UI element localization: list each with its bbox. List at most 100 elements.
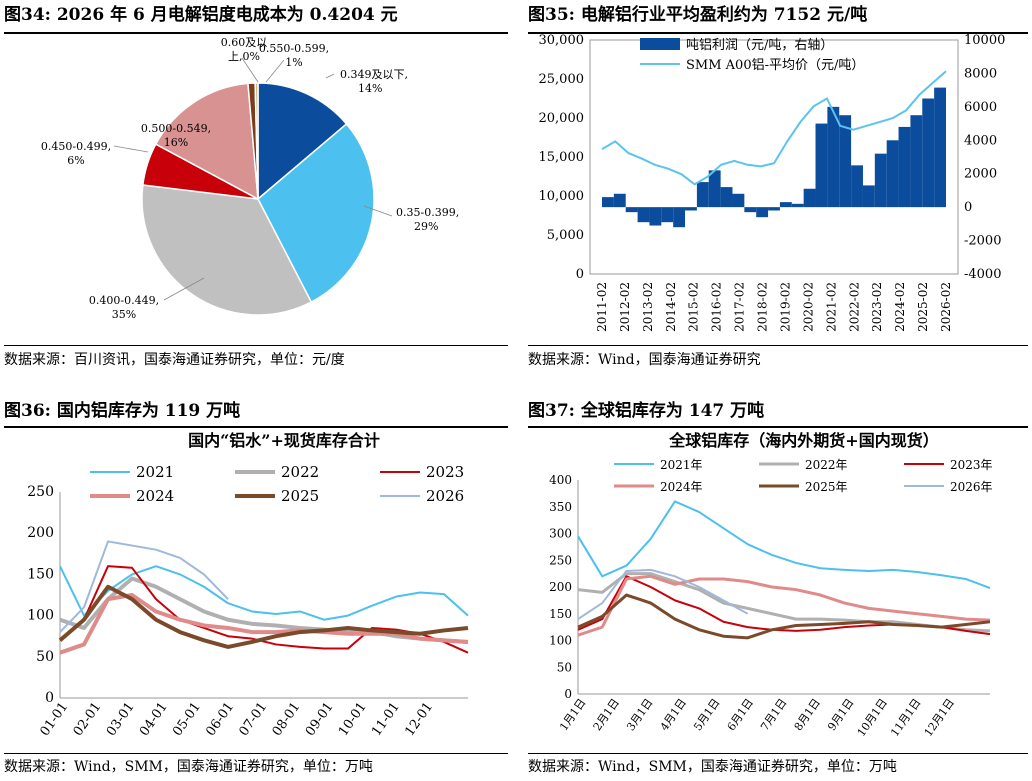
y-tick-label: 0 bbox=[564, 687, 572, 701]
x-tick-label: 2025-02 bbox=[916, 282, 930, 332]
legend-label: 2023 bbox=[426, 463, 464, 481]
profit-bar bbox=[934, 87, 946, 208]
y-left-tick-label: 10,000 bbox=[539, 189, 585, 204]
slice-label: 0.500-0.549, bbox=[141, 122, 211, 135]
y-tick-label: 150 bbox=[27, 566, 54, 582]
series-line bbox=[577, 593, 991, 640]
x-tick-label: 06-01 bbox=[203, 700, 237, 739]
leader-line bbox=[265, 59, 285, 83]
profit-bar bbox=[613, 193, 626, 208]
y-tick-label: 350 bbox=[549, 500, 572, 514]
legend-label: 2025 bbox=[281, 487, 319, 505]
pie-slice bbox=[254, 82, 259, 200]
chart-title: 国内“铝水”+现货库存合计 bbox=[188, 431, 380, 450]
slice-label: 0.550-0.599, bbox=[259, 42, 329, 55]
x-tick-label: 2011-02 bbox=[595, 282, 609, 332]
y-right-tick-label: 8000 bbox=[964, 66, 997, 81]
y-tick-label: 250 bbox=[549, 553, 572, 567]
x-tick-label: 03-01 bbox=[104, 700, 138, 739]
profit-bar bbox=[732, 193, 745, 208]
y-tick-label: 200 bbox=[27, 525, 54, 541]
y-tick-label: 50 bbox=[36, 649, 54, 665]
series-line bbox=[577, 500, 991, 590]
x-tick-label: 2012-02 bbox=[618, 282, 632, 332]
line-chart: 国内“铝水”+现货库存合计 0 50 100 150 200 250 01-01 02-01 03… bbox=[27, 431, 469, 739]
profit-bar bbox=[851, 165, 863, 208]
y-right-tick-label: 10000 bbox=[964, 33, 1005, 48]
profit-bar bbox=[708, 170, 721, 208]
panel-fig37: 图37: 全球铝库存为 147 万吨 全球铝库存（海内外期货+国内现货） 0 50 1… bbox=[528, 396, 1028, 781]
x-tick-label: 2024-02 bbox=[893, 282, 907, 332]
divider bbox=[528, 345, 1028, 346]
slice-pct-label: 1% bbox=[285, 56, 302, 69]
x-tick-label: 02-01 bbox=[71, 700, 105, 739]
pie-slice bbox=[154, 82, 259, 201]
y-left-tick-label: 15,000 bbox=[539, 150, 585, 165]
pie-chart: 0.349及以下,14% 0.35-0.399,29% 0.400-0.449,35… bbox=[41, 36, 459, 321]
x-tick-label: 2026-02 bbox=[939, 282, 953, 332]
panel-fig35: 图35: 电解铝行业平均盈利约为 7152 元/吨 0 5,000 10,000 15… bbox=[528, 0, 1028, 372]
profit-bar bbox=[720, 187, 733, 208]
y-right-tick-label: 4000 bbox=[964, 133, 997, 148]
panel-fig34: 图34: 2026 年 6 月电解铝度电成本为 0.4204 元 0.349及以… bbox=[4, 0, 508, 372]
legend-label: 2021年 bbox=[660, 458, 703, 472]
series-line bbox=[59, 576, 469, 644]
leader-line bbox=[363, 205, 393, 217]
legend-label: 2026 bbox=[426, 487, 464, 505]
slice-pct-label: 29% bbox=[414, 220, 438, 233]
slice-label: 0.60及以 bbox=[221, 36, 268, 49]
slice-pct-label: 14% bbox=[358, 82, 382, 95]
profit-bar bbox=[839, 115, 852, 208]
x-tick-label: 12月1日 bbox=[922, 696, 957, 739]
plot-frame bbox=[589, 39, 959, 275]
slice-label: 0.450-0.499, bbox=[41, 140, 111, 153]
x-tick-label: 9月1日 bbox=[825, 696, 856, 733]
y-tick-label: 400 bbox=[549, 473, 572, 487]
y-tick-label: 100 bbox=[549, 634, 572, 648]
profit-bar bbox=[886, 140, 899, 208]
profit-bar bbox=[874, 153, 887, 208]
source-note: 数据来源：百川资讯，国泰海通证券研究，单位：元/度 bbox=[4, 352, 345, 368]
y-left-tick-label: 25,000 bbox=[539, 72, 585, 87]
x-tick-label: 2017-02 bbox=[733, 282, 747, 332]
legend-swatch bbox=[640, 38, 680, 50]
divider bbox=[4, 753, 508, 754]
profit-bar bbox=[673, 207, 686, 228]
x-tick-label: 11-01 bbox=[369, 700, 403, 739]
profit-bar bbox=[696, 182, 709, 208]
slice-label: 上,0% bbox=[228, 50, 260, 63]
x-tick-label: 7月1日 bbox=[758, 696, 789, 733]
divider bbox=[4, 32, 508, 34]
y-tick-label: 0 bbox=[45, 690, 54, 706]
x-tick-label: 11月1日 bbox=[888, 696, 923, 739]
series-line bbox=[58, 584, 469, 649]
y-right-tick-label: -2000 bbox=[964, 234, 1001, 249]
leader-line bbox=[113, 145, 149, 153]
x-tick-label: 12-01 bbox=[402, 700, 436, 739]
slice-pct-label: 35% bbox=[112, 308, 136, 321]
profit-bar bbox=[910, 115, 923, 208]
profit-bar bbox=[685, 207, 697, 211]
pie-slice bbox=[257, 82, 348, 201]
y-tick-label: 200 bbox=[549, 580, 572, 594]
y-right-tick-label: 2000 bbox=[964, 167, 997, 182]
x-tick-label: 5月1日 bbox=[691, 696, 722, 733]
panel-title: 图35: 电解铝行业平均盈利约为 7152 元/吨 bbox=[528, 5, 868, 25]
x-tick-label: 08-01 bbox=[270, 700, 304, 739]
legend-label: 2022 bbox=[281, 463, 319, 481]
divider bbox=[528, 753, 1028, 754]
x-tick-label: 10-01 bbox=[336, 700, 370, 739]
slice-label: 0.349及以下, bbox=[340, 68, 408, 81]
slice-label: 0.400-0.449, bbox=[89, 294, 159, 307]
legend-label: 2023年 bbox=[950, 458, 993, 472]
x-tick-label: 2022-02 bbox=[847, 282, 861, 332]
profit-bar bbox=[815, 123, 828, 208]
x-tick-label: 2015-02 bbox=[687, 282, 701, 332]
x-tick-label: 09-01 bbox=[303, 700, 337, 739]
legend-label: 2024年 bbox=[660, 480, 703, 494]
y-tick-label: 300 bbox=[549, 527, 572, 541]
chart-title: 全球铝库存（海内外期货+国内现货） bbox=[668, 431, 938, 450]
panel-fig36: 图36: 国内铝库存为 119 万吨 国内“铝水”+现货库存合计 0 50 100 15… bbox=[4, 396, 508, 781]
legend-label: 2022年 bbox=[805, 458, 848, 472]
y-tick-label: 150 bbox=[549, 607, 572, 621]
